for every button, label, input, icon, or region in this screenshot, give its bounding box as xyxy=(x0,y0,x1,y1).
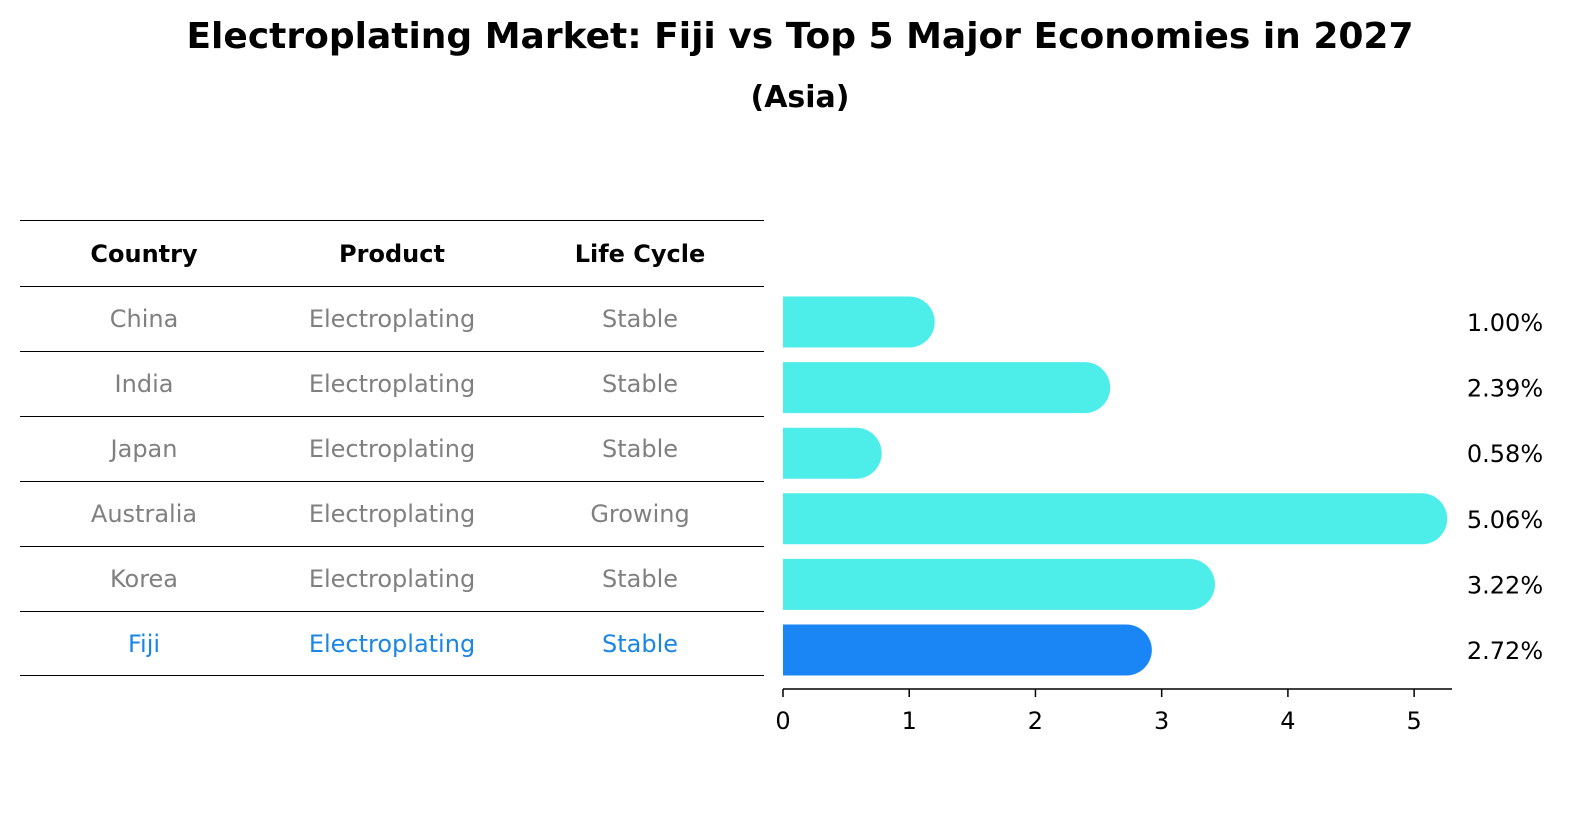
table-row: Korea Electroplating Stable xyxy=(20,546,764,611)
cell-country: India xyxy=(114,370,174,398)
header-life-cycle: Life Cycle xyxy=(574,239,706,268)
cell-country: Japan xyxy=(110,435,178,463)
data-table: Country Product Life Cycle China Electro… xyxy=(20,220,764,676)
value-label: 2.39% xyxy=(1467,375,1543,403)
header-country: Country xyxy=(90,239,198,268)
cell-country: Fiji xyxy=(127,629,161,658)
bar-fiji xyxy=(783,624,1152,676)
cell-life-cycle: Stable xyxy=(601,305,679,333)
x-tick-label: 2 xyxy=(1028,707,1043,735)
bar-india xyxy=(783,362,1111,414)
table-row-highlight: Fiji Electroplating Stable xyxy=(20,611,764,676)
value-label: 3.22% xyxy=(1467,571,1543,599)
header-product: Product xyxy=(339,239,445,268)
bar-australia xyxy=(783,493,1448,545)
bar-korea xyxy=(783,558,1215,610)
table-row: India Electroplating Stable xyxy=(20,351,764,416)
cell-life-cycle: Stable xyxy=(601,629,679,658)
cell-life-cycle: Stable xyxy=(601,370,679,398)
table-header-row: Country Product Life Cycle xyxy=(20,220,764,286)
x-tick-label: 0 xyxy=(775,707,790,735)
chart-subtitle: (Asia) xyxy=(750,80,850,115)
cell-life-cycle: Stable xyxy=(601,435,679,463)
cell-country: Korea xyxy=(109,565,179,593)
cell-life-cycle: Stable xyxy=(601,565,679,593)
table-row: China Electroplating Stable xyxy=(20,286,764,351)
bar-japan xyxy=(783,427,882,479)
cell-product: Electroplating xyxy=(308,629,476,658)
table-row: Australia Electroplating Growing xyxy=(20,481,764,546)
cell-product: Electroplating xyxy=(308,565,476,593)
x-tick-label: 4 xyxy=(1280,707,1295,735)
cell-product: Electroplating xyxy=(308,370,476,398)
table-row: Japan Electroplating Stable xyxy=(20,416,764,481)
x-tick-label: 1 xyxy=(902,707,917,735)
value-label: 0.58% xyxy=(1467,440,1543,468)
bar-china xyxy=(783,296,935,348)
cell-country: Australia xyxy=(90,500,198,528)
chart-title: Electroplating Market: Fiji vs Top 5 Maj… xyxy=(186,16,1414,57)
cell-product: Electroplating xyxy=(308,305,476,333)
x-tick-label: 5 xyxy=(1406,707,1421,735)
cell-country: China xyxy=(109,305,179,333)
cell-life-cycle: Growing xyxy=(590,500,690,528)
value-label: 2.72% xyxy=(1467,637,1543,665)
x-tick-label: 3 xyxy=(1154,707,1169,735)
cell-product: Electroplating xyxy=(308,500,476,528)
value-label: 5.06% xyxy=(1467,506,1543,534)
cell-product: Electroplating xyxy=(308,435,476,463)
value-label: 1.00% xyxy=(1467,309,1543,337)
